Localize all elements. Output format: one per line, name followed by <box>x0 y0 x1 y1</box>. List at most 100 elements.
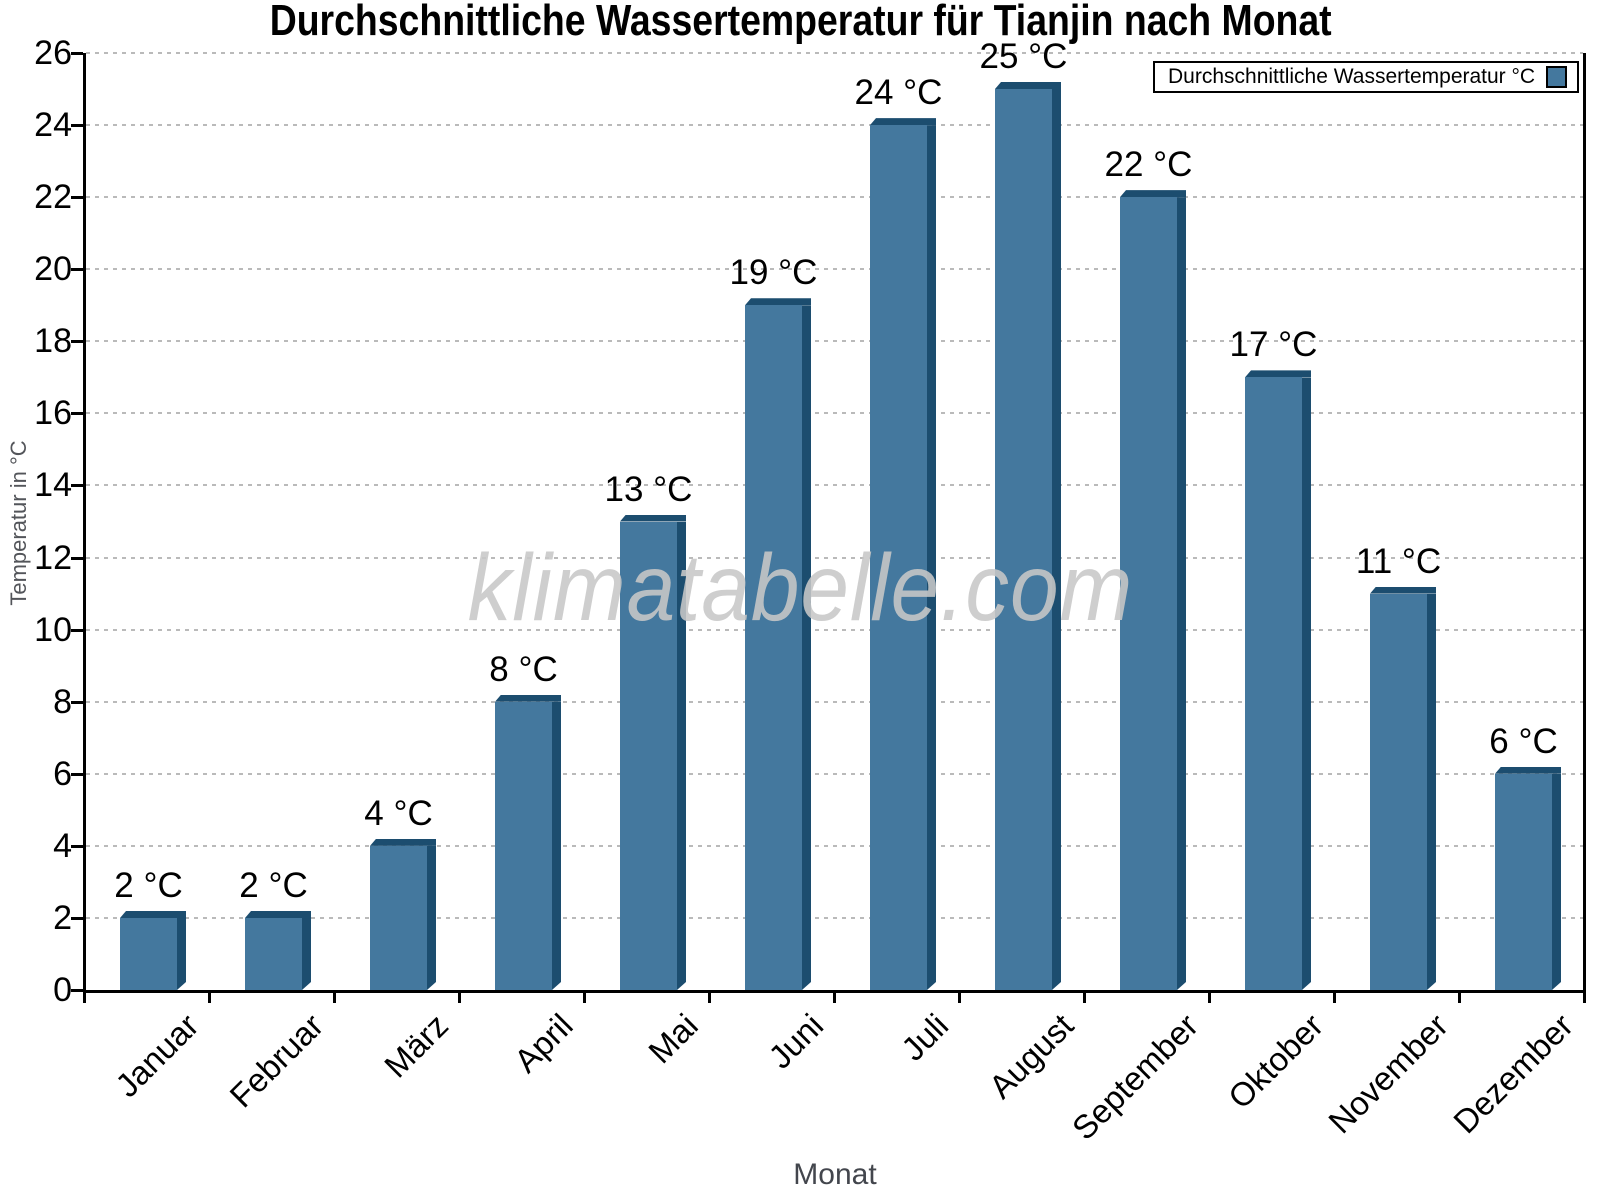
gridline-4 <box>86 844 1583 847</box>
bar-value-label-Januar: 2 °C <box>114 865 183 905</box>
gridline-18 <box>86 340 1583 343</box>
x-tick-10 <box>1333 991 1336 1003</box>
bar-side-November <box>1427 594 1436 990</box>
y-tick-18 <box>71 340 83 344</box>
y-tick-6 <box>71 772 83 776</box>
x-tick-3 <box>458 991 461 1003</box>
bar-top-Oktober <box>1245 370 1311 378</box>
bar-side-Dezember <box>1552 774 1561 990</box>
bar-value-label-September: 22 °C <box>1104 145 1193 185</box>
bar-value-label-Dezember: 6 °C <box>1489 721 1558 761</box>
gridline-22 <box>86 196 1583 199</box>
chart-title: Durchschnittliche Wassertemperatur für T… <box>270 0 1332 45</box>
y-tick-label-16: 16 <box>34 394 72 433</box>
y-tick-label-6: 6 <box>53 754 72 793</box>
bar-Januar <box>120 910 186 990</box>
bar-side-Juli <box>927 125 936 990</box>
bar-face-September <box>1120 197 1177 990</box>
y-tick-label-18: 18 <box>34 322 72 361</box>
bar-value-label-Juni: 19 °C <box>729 253 818 293</box>
gridline-24 <box>86 124 1583 127</box>
x-tick-label-Februar: Februar <box>222 1006 331 1115</box>
legend: Durchschnittliche Wassertemperatur °C <box>1153 61 1579 93</box>
gridline-8 <box>86 700 1583 703</box>
bar-face-Juli <box>870 125 927 990</box>
y-tick-label-2: 2 <box>53 898 72 937</box>
legend-label: Durchschnittliche Wassertemperatur °C <box>1168 65 1536 88</box>
bar-top-September <box>1120 190 1186 198</box>
bar-face-Oktober <box>1245 377 1302 990</box>
x-tick-2 <box>333 991 336 1003</box>
y-tick-label-12: 12 <box>34 538 72 577</box>
y-tick-0 <box>71 989 83 992</box>
bar-top-Februar <box>245 910 311 918</box>
x-tick-8 <box>1083 991 1086 1003</box>
gridline-16 <box>86 412 1583 415</box>
y-tick-label-4: 4 <box>53 826 72 865</box>
bar-face-Februar <box>245 917 302 990</box>
bar-face-Januar <box>120 917 177 990</box>
bar-value-label-Juli: 24 °C <box>854 73 943 113</box>
x-tick-label-September: September <box>1064 1006 1206 1147</box>
legend-swatch <box>1546 66 1567 88</box>
y-tick-label-10: 10 <box>34 610 72 649</box>
bar-value-label-November: 11 °C <box>1355 541 1442 581</box>
x-tick-4 <box>583 991 586 1003</box>
bar-side-August <box>1052 89 1061 990</box>
gridline-26 <box>86 52 1583 54</box>
gridline-14 <box>86 484 1583 487</box>
x-tick-label-Mai: Mai <box>641 1006 706 1071</box>
bar-value-label-Oktober: 17 °C <box>1229 325 1318 365</box>
bar-top-Dezember <box>1495 766 1561 774</box>
y-tick-16 <box>71 412 83 416</box>
bar-Oktober <box>1245 370 1311 990</box>
bar-side-Mai <box>677 522 686 991</box>
bar-März <box>370 838 436 990</box>
x-tick-0 <box>83 991 86 1003</box>
bar-Dezember <box>1495 766 1561 990</box>
gridline-20 <box>86 268 1583 271</box>
x-axis-title: Monat <box>793 1158 877 1191</box>
x-tick-11 <box>1458 991 1461 1003</box>
y-tick-label-22: 22 <box>34 178 72 217</box>
x-tick-label-Juni: Juni <box>761 1006 831 1076</box>
y-axis-title: Temperatur in °C <box>6 440 31 606</box>
y-tick-4 <box>71 844 83 848</box>
bar-top-Januar <box>120 910 186 918</box>
x-tick-label-August: August <box>981 1006 1081 1106</box>
bar-face-Mai <box>620 521 677 990</box>
y-tick-2 <box>71 916 83 920</box>
y-tick-label-26: 26 <box>34 34 72 72</box>
bar-face-Juni <box>745 305 802 990</box>
bar-side-Februar <box>302 918 311 990</box>
gridline-10 <box>86 628 1583 631</box>
y-tick-label-14: 14 <box>34 466 72 505</box>
bar-value-label-Februar: 2 °C <box>239 865 308 905</box>
bar-value-label-Mai: 13 °C <box>604 469 693 509</box>
y-tick-10 <box>71 628 83 632</box>
bar-Mai <box>620 514 686 991</box>
bar-value-label-August: 25 °C <box>979 37 1068 77</box>
x-tick-label-März: März <box>377 1006 456 1085</box>
bar-top-März <box>370 838 436 846</box>
bar-face-April <box>495 701 552 990</box>
bar-side-Januar <box>177 918 186 990</box>
bar-side-April <box>552 702 561 990</box>
bar-face-August <box>995 89 1052 990</box>
bar-value-label-April: 8 °C <box>489 649 558 689</box>
bar-Juli <box>870 118 936 990</box>
bar-face-November <box>1370 593 1427 990</box>
x-tick-1 <box>208 991 211 1003</box>
x-tick-label-Oktober: Oktober <box>1221 1006 1331 1116</box>
y-tick-label-8: 8 <box>53 682 72 721</box>
bar-top-Juni <box>745 298 811 306</box>
plot-area <box>83 52 1586 993</box>
x-tick-label-April: April <box>507 1006 581 1080</box>
bar-side-März <box>427 846 436 990</box>
x-tick-5 <box>708 991 711 1003</box>
y-tick-20 <box>71 268 83 272</box>
x-tick-6 <box>833 991 836 1003</box>
bar-face-Dezember <box>1495 773 1552 990</box>
x-tick-12 <box>1583 991 1586 1003</box>
